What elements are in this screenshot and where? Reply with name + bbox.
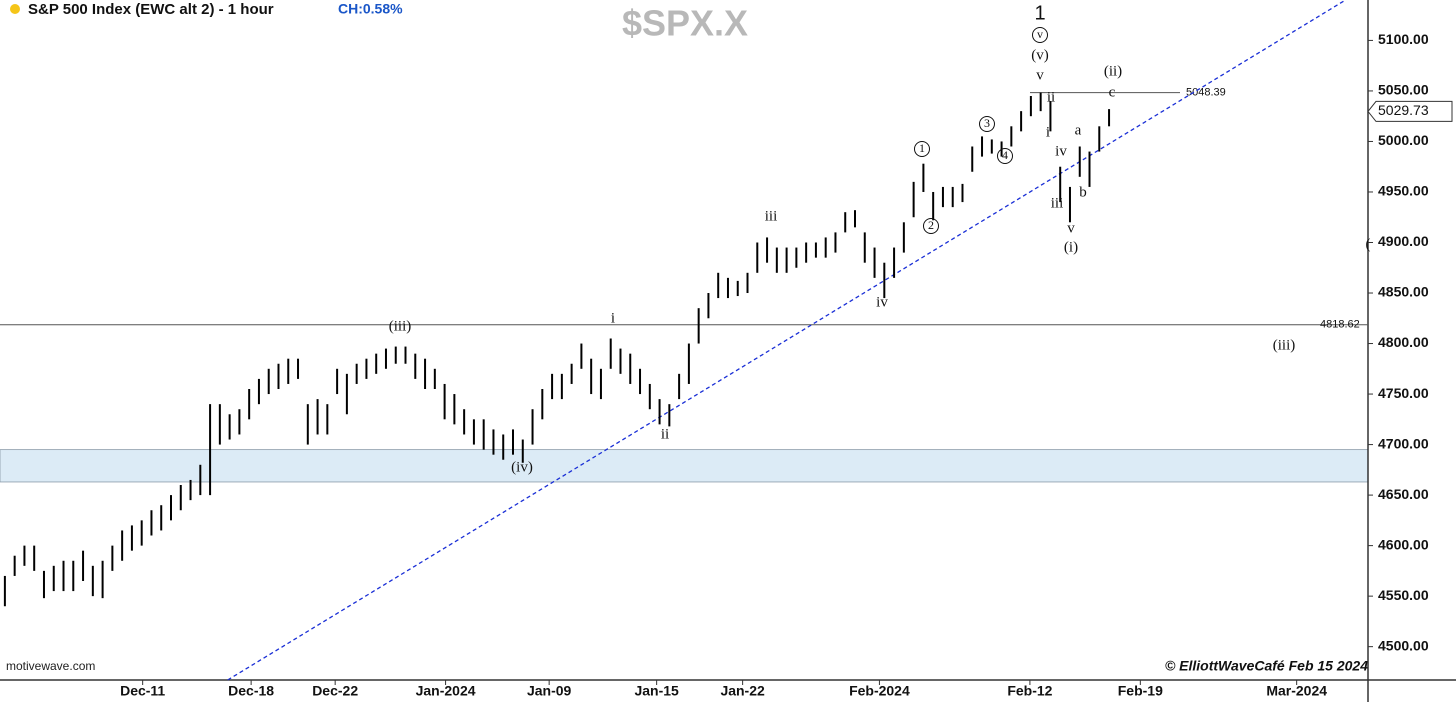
wave-label: (iii) [389, 318, 412, 334]
x-tick-label: Dec-22 [312, 683, 358, 699]
wave-label: 4 [1002, 148, 1008, 162]
x-tick-label: Dec-11 [120, 683, 165, 699]
last-price-box [1367, 100, 1453, 122]
x-tick-label: Mar-2024 [1266, 683, 1327, 699]
y-tick-label: 5050.00 [1378, 82, 1429, 98]
wave-label: (iv) [511, 459, 533, 475]
wave-label: i [1046, 124, 1050, 140]
wave-label: 1 [919, 141, 925, 155]
symbol-watermark: $SPX.X [622, 3, 748, 44]
wave-label: ( [1366, 236, 1371, 252]
status-dot [10, 4, 20, 14]
x-tick-label: Feb-19 [1118, 683, 1163, 699]
credit-label: © ElliottWaveCafé Feb 15 2024 [1165, 658, 1368, 674]
wave-circle [923, 218, 939, 234]
wave-circle [914, 141, 930, 157]
x-tick-label: Jan-22 [720, 683, 765, 699]
wave-label: iii [765, 208, 778, 224]
wave-label: iii [1051, 195, 1064, 211]
y-tick-label: 4800.00 [1378, 334, 1429, 350]
wave-label: iv [876, 294, 888, 310]
level-label: 4818.62 [1320, 319, 1360, 331]
wave-label: 3 [984, 116, 990, 130]
y-tick-label: 5100.00 [1378, 31, 1429, 47]
y-tick-label: 4950.00 [1378, 183, 1429, 199]
wave-label: i [611, 310, 615, 326]
x-tick-label: Jan-2024 [416, 683, 476, 699]
wave-circle [997, 148, 1013, 164]
support-zone [0, 449, 1369, 483]
wave-label: (ii) [1104, 63, 1122, 79]
wave-label: 1 [1034, 2, 1045, 24]
wave-label: (i) [1064, 239, 1078, 255]
x-tick-label: Jan-15 [634, 683, 679, 699]
y-tick-label: 4750.00 [1378, 385, 1429, 401]
wave-label: 2 [928, 218, 934, 232]
wave-circle [1032, 27, 1048, 43]
wave-label: (v) [1031, 47, 1049, 63]
wave-label: v [1037, 27, 1043, 41]
x-tick-label: Jan-09 [527, 683, 572, 699]
wave-circle [979, 116, 995, 132]
wave-label: v [1067, 220, 1075, 236]
x-tick-label: Feb-12 [1007, 683, 1052, 699]
y-tick-label: 4650.00 [1378, 486, 1429, 502]
level-label: 5048.39 [1186, 86, 1226, 98]
y-tick-label: 5000.00 [1378, 132, 1429, 148]
y-tick-label: 4500.00 [1378, 637, 1429, 653]
chart-title: S&P 500 Index (EWC alt 2) - 1 hour [28, 1, 274, 18]
last-price-label: 5029.73 [1378, 102, 1429, 118]
change-label: CH:0.58% [338, 1, 403, 17]
y-tick-label: 4550.00 [1378, 587, 1429, 603]
x-tick-label: Dec-18 [228, 683, 274, 699]
wave-label: c [1109, 84, 1116, 100]
wave-label: a [1075, 122, 1082, 138]
y-tick-label: 4700.00 [1378, 435, 1429, 451]
wave-label: v [1036, 67, 1044, 83]
y-tick-label: 4850.00 [1378, 284, 1429, 300]
wave-label: ii [661, 426, 669, 442]
wave-label: ii [1047, 89, 1055, 105]
wave-label: iv [1055, 143, 1067, 159]
wave-label: b [1079, 184, 1087, 200]
x-tick-label: Feb-2024 [849, 683, 910, 699]
wave-label: (iii) [1273, 337, 1296, 353]
source-label: motivewave.com [6, 659, 95, 673]
trendline [227, 0, 1346, 681]
y-tick-label: 4900.00 [1378, 233, 1429, 249]
y-tick-label: 4600.00 [1378, 536, 1429, 552]
